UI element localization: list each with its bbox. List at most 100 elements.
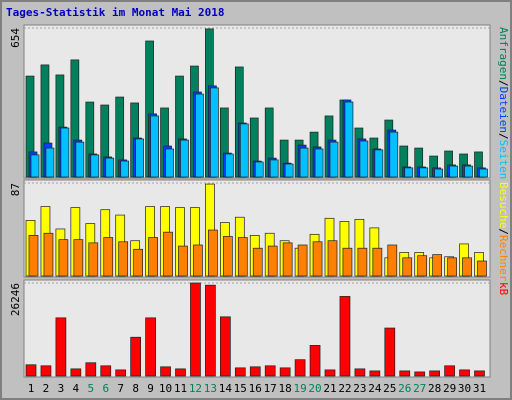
bar — [150, 115, 159, 178]
bar — [100, 365, 112, 377]
bar — [249, 366, 261, 377]
x-tick-label: 27 — [413, 382, 426, 395]
bar — [25, 364, 37, 377]
bar — [252, 247, 263, 277]
x-tick-label: 14 — [219, 382, 233, 395]
bar — [45, 147, 55, 178]
bar — [75, 141, 85, 178]
x-tick-label: 11 — [174, 382, 187, 395]
x-tick-label: 31 — [473, 382, 486, 395]
bar — [70, 368, 82, 377]
x-tick-label: 1 — [28, 382, 35, 395]
x-tick-label: 4 — [73, 382, 80, 395]
x-tick-label: 28 — [428, 382, 441, 395]
bar — [449, 165, 458, 178]
bar — [237, 237, 248, 277]
bar — [402, 257, 413, 277]
x-tick-label: 13 — [204, 382, 217, 395]
y-tick-label: 654 — [9, 28, 22, 48]
bar — [459, 369, 470, 377]
bar — [165, 148, 174, 178]
bar — [267, 245, 278, 277]
bar — [239, 123, 249, 178]
bar — [389, 131, 399, 178]
legend-entry: Seiten — [497, 140, 510, 180]
bar — [43, 232, 54, 277]
x-tick-label: 7 — [117, 382, 124, 395]
bar — [208, 229, 218, 277]
bar — [447, 257, 457, 277]
bar — [344, 101, 354, 178]
bar — [282, 242, 293, 277]
x-tick-label: 2 — [43, 382, 50, 395]
y-tick-label: 26246 — [9, 283, 22, 316]
bar — [130, 336, 141, 377]
bar — [120, 160, 130, 178]
bar — [190, 282, 201, 377]
bar — [429, 370, 440, 377]
bar — [269, 159, 279, 178]
bar — [309, 345, 321, 377]
bar — [432, 254, 442, 277]
bar — [90, 154, 100, 178]
legend: Anfragen/Dateien/Seiten — [497, 27, 510, 179]
bar — [417, 255, 428, 277]
bar — [297, 244, 308, 277]
bar — [329, 141, 339, 178]
bar — [145, 317, 156, 377]
bar — [404, 167, 414, 178]
bar — [58, 239, 69, 277]
chart-title: Tages-Statistik im Monat Mai 2018 — [6, 6, 225, 19]
bar — [359, 140, 369, 178]
y-tick-label: 87 — [9, 183, 22, 196]
bar — [419, 167, 429, 178]
x-tick-label: 26 — [398, 382, 411, 395]
bar — [387, 244, 398, 277]
bar — [148, 237, 158, 277]
x-tick-label: 9 — [147, 382, 154, 395]
bar — [193, 244, 203, 277]
bar — [327, 240, 338, 277]
legend: kB — [497, 282, 510, 296]
bar — [205, 284, 216, 377]
bar — [133, 248, 143, 277]
bar — [444, 365, 455, 377]
x-tick-label: 19 — [293, 382, 306, 395]
x-tick-label: 8 — [132, 382, 139, 395]
x-tick-label: 29 — [443, 382, 456, 395]
bar — [357, 247, 368, 277]
bar — [339, 296, 351, 377]
x-tick-label: 24 — [368, 382, 382, 395]
x-tick-label: 25 — [383, 382, 396, 395]
legend-separator: / — [497, 228, 510, 235]
bar — [88, 242, 99, 277]
bar — [479, 168, 488, 178]
x-tick-label: 15 — [234, 382, 247, 395]
legend-separator: / — [497, 133, 510, 140]
bar — [477, 260, 487, 277]
bar — [180, 139, 189, 178]
bar — [279, 367, 291, 377]
x-tick-label: 22 — [338, 382, 351, 395]
bar — [399, 370, 411, 377]
bar — [474, 370, 485, 377]
bar — [414, 371, 426, 377]
bar — [294, 359, 306, 377]
bar — [115, 369, 127, 377]
legend-separator: / — [497, 80, 510, 87]
bar — [163, 231, 173, 277]
bar — [369, 370, 381, 377]
bar — [264, 365, 276, 377]
bar — [55, 317, 67, 377]
bar — [178, 245, 188, 277]
bar — [225, 153, 234, 178]
legend-entry: Dateien — [497, 87, 510, 133]
bar — [73, 239, 84, 277]
bar — [434, 168, 443, 178]
bar — [312, 241, 323, 277]
bar — [195, 93, 204, 178]
bar — [40, 365, 52, 377]
bar — [234, 367, 246, 377]
legend-entry: Rechner — [497, 235, 510, 282]
